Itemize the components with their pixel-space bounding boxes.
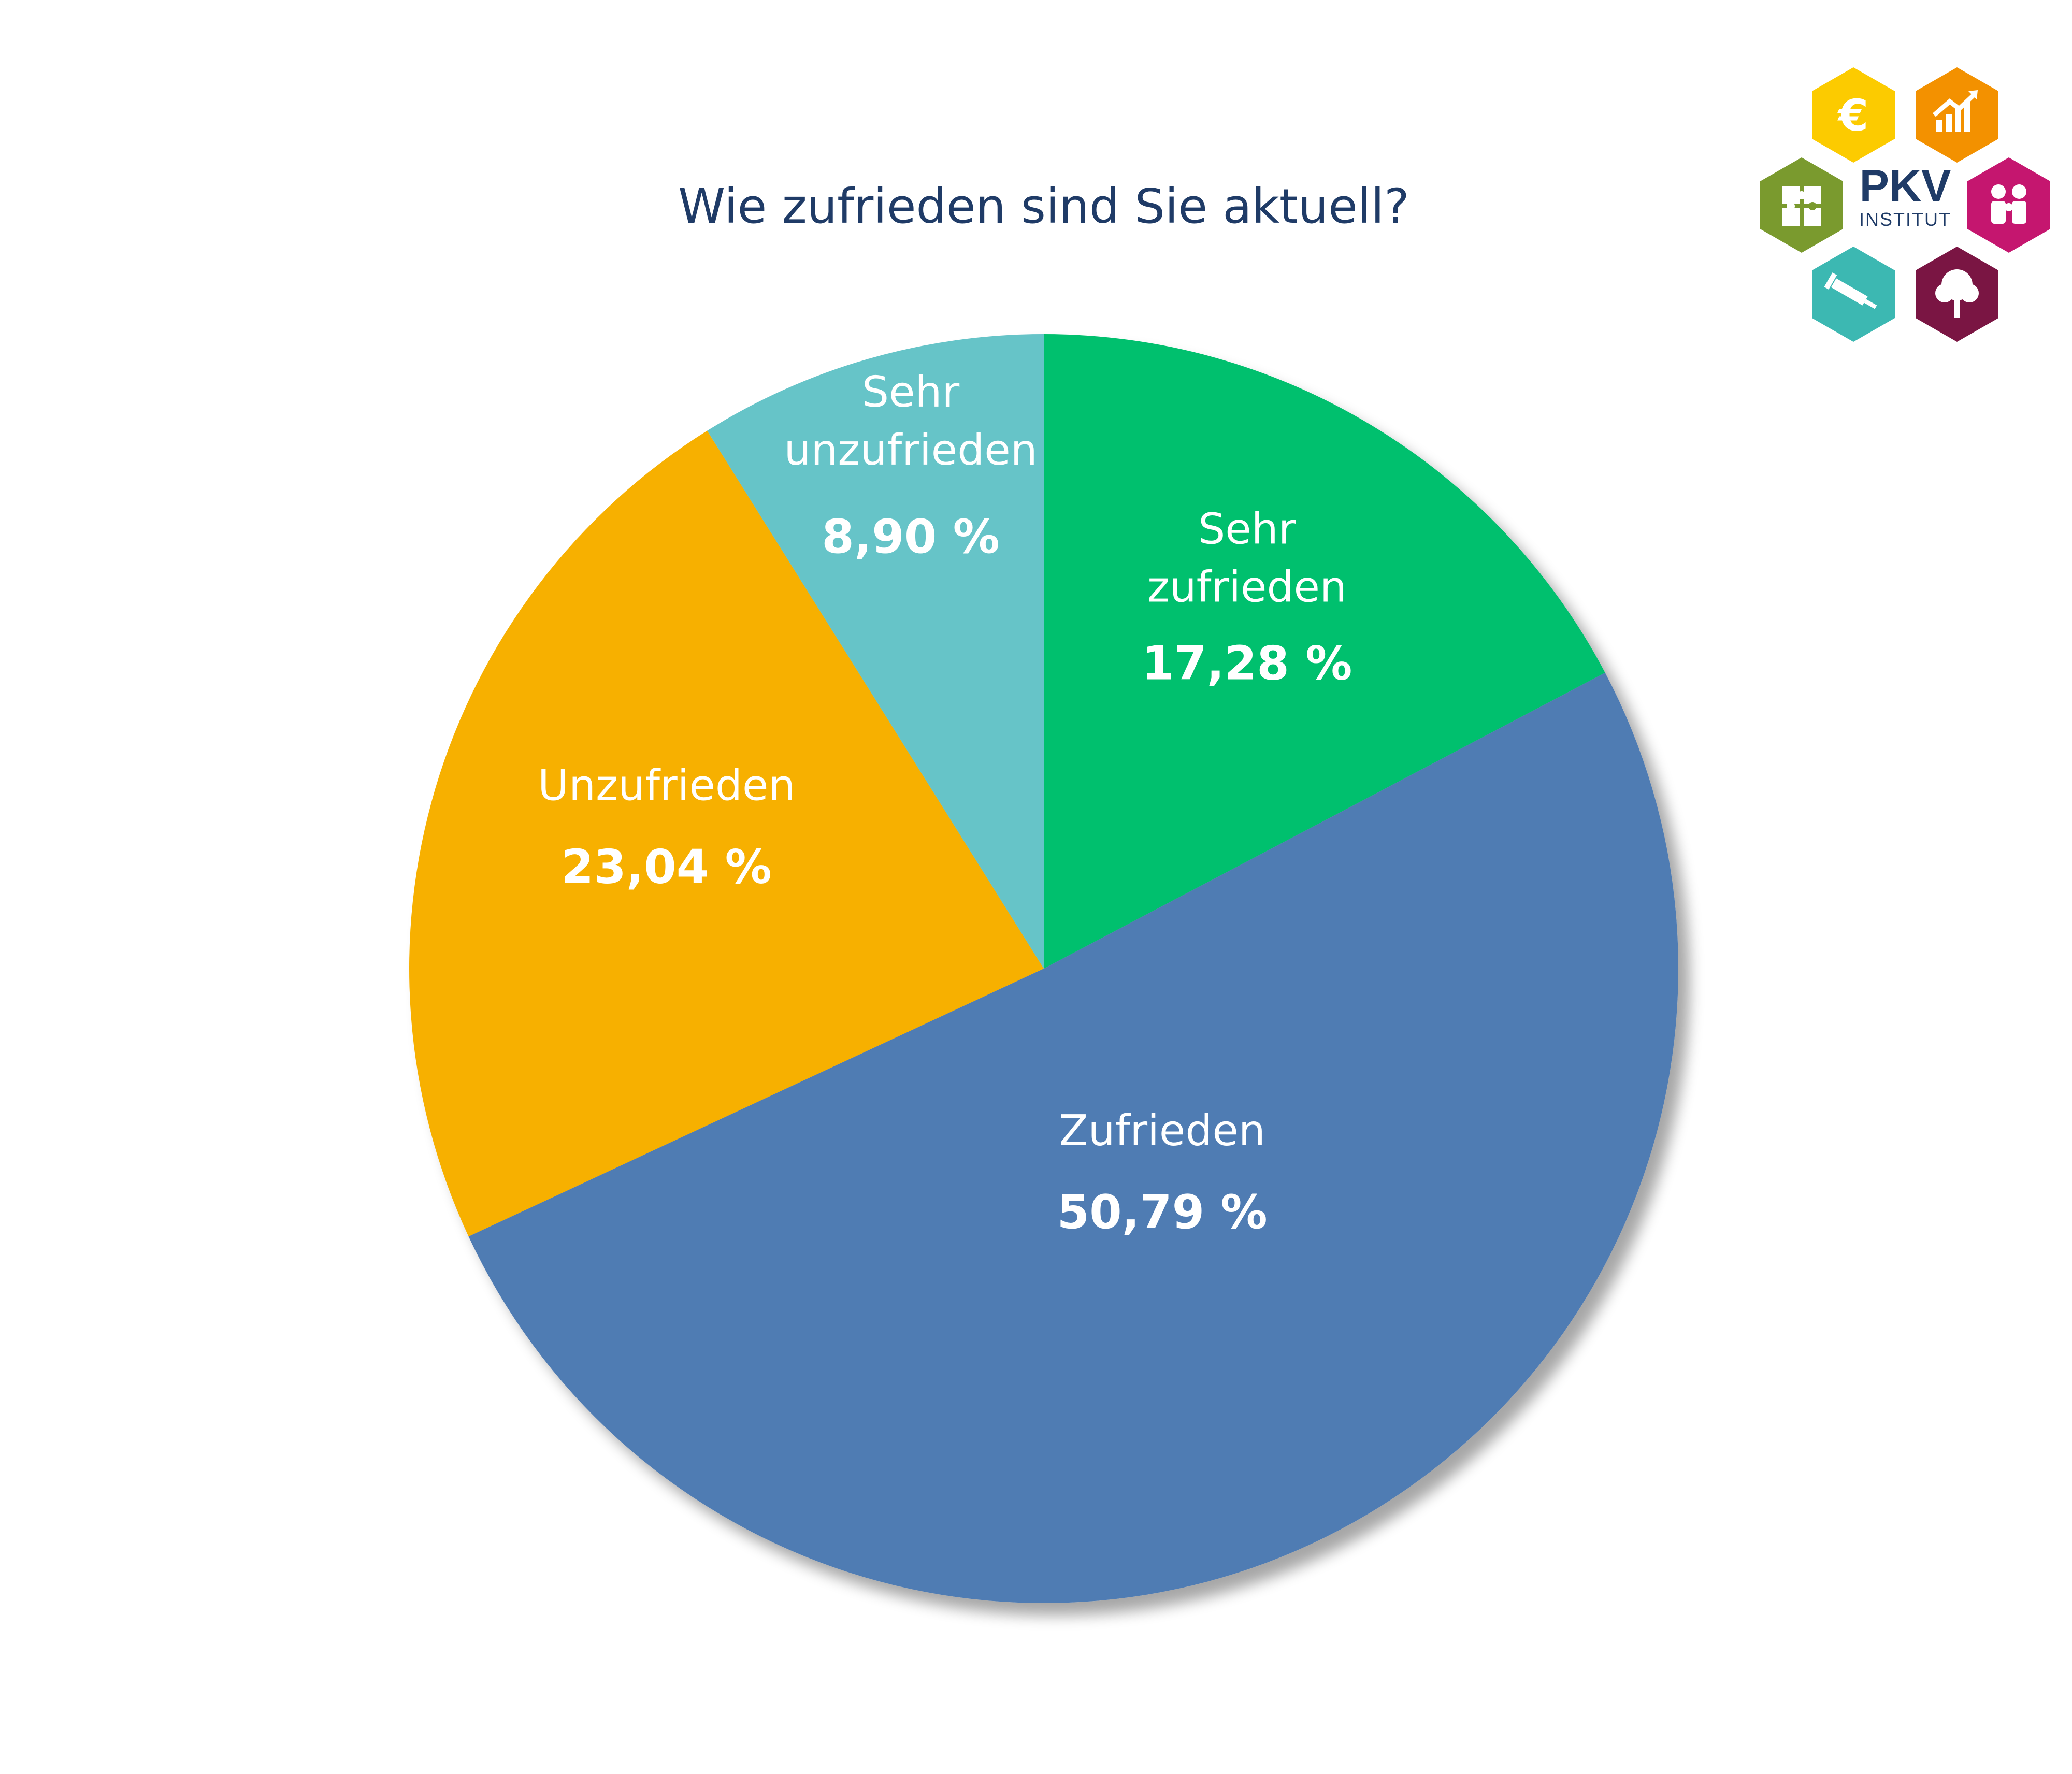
svg-text:€: € [1837,90,1868,141]
puzzle-icon [1760,157,1843,253]
logo-hexagon [1760,157,1843,253]
slice-label-value: 8,90 % [822,510,1000,564]
slice-label-value: 23,04 % [562,840,772,894]
logo-subtitle: INSTITUT [1859,209,1951,230]
slice-label-name: zufrieden [1147,563,1347,612]
pie-slice-2 [468,672,1679,1604]
slice-label-name: unzufrieden [784,426,1037,475]
pie-slice-3 [409,430,1044,1237]
tree-icon [1916,247,1998,342]
logo-hexagon [1812,67,1895,163]
pie-slice-1 [1044,334,1605,969]
chart-title: Wie zufrieden sind Sie aktuell? [678,179,1409,234]
logo-name: PKV [1860,161,1951,211]
slice-label-value: 17,28 % [1142,637,1352,691]
pie-chart [409,334,1679,1604]
pie-labels: Sehr zufrieden 17,28 % Zufrieden 50,79 % Unzu… [538,368,1352,1239]
slice-label-name: Sehr [862,368,959,417]
slice-label-value: 50,79 % [1057,1185,1268,1239]
syringe-icon [1812,247,1895,342]
slice-label-name: Zufrieden [1059,1106,1265,1156]
pie-slice-4 [707,334,1044,969]
pkv-institut-logo: € [1760,67,2050,342]
slice-label-name: Unzufrieden [538,761,795,810]
slice-label-name: Sehr [1198,505,1296,554]
family-icon [1967,157,2050,253]
euro-icon: € [1812,67,1895,163]
growth-chart-icon [1916,67,1998,163]
